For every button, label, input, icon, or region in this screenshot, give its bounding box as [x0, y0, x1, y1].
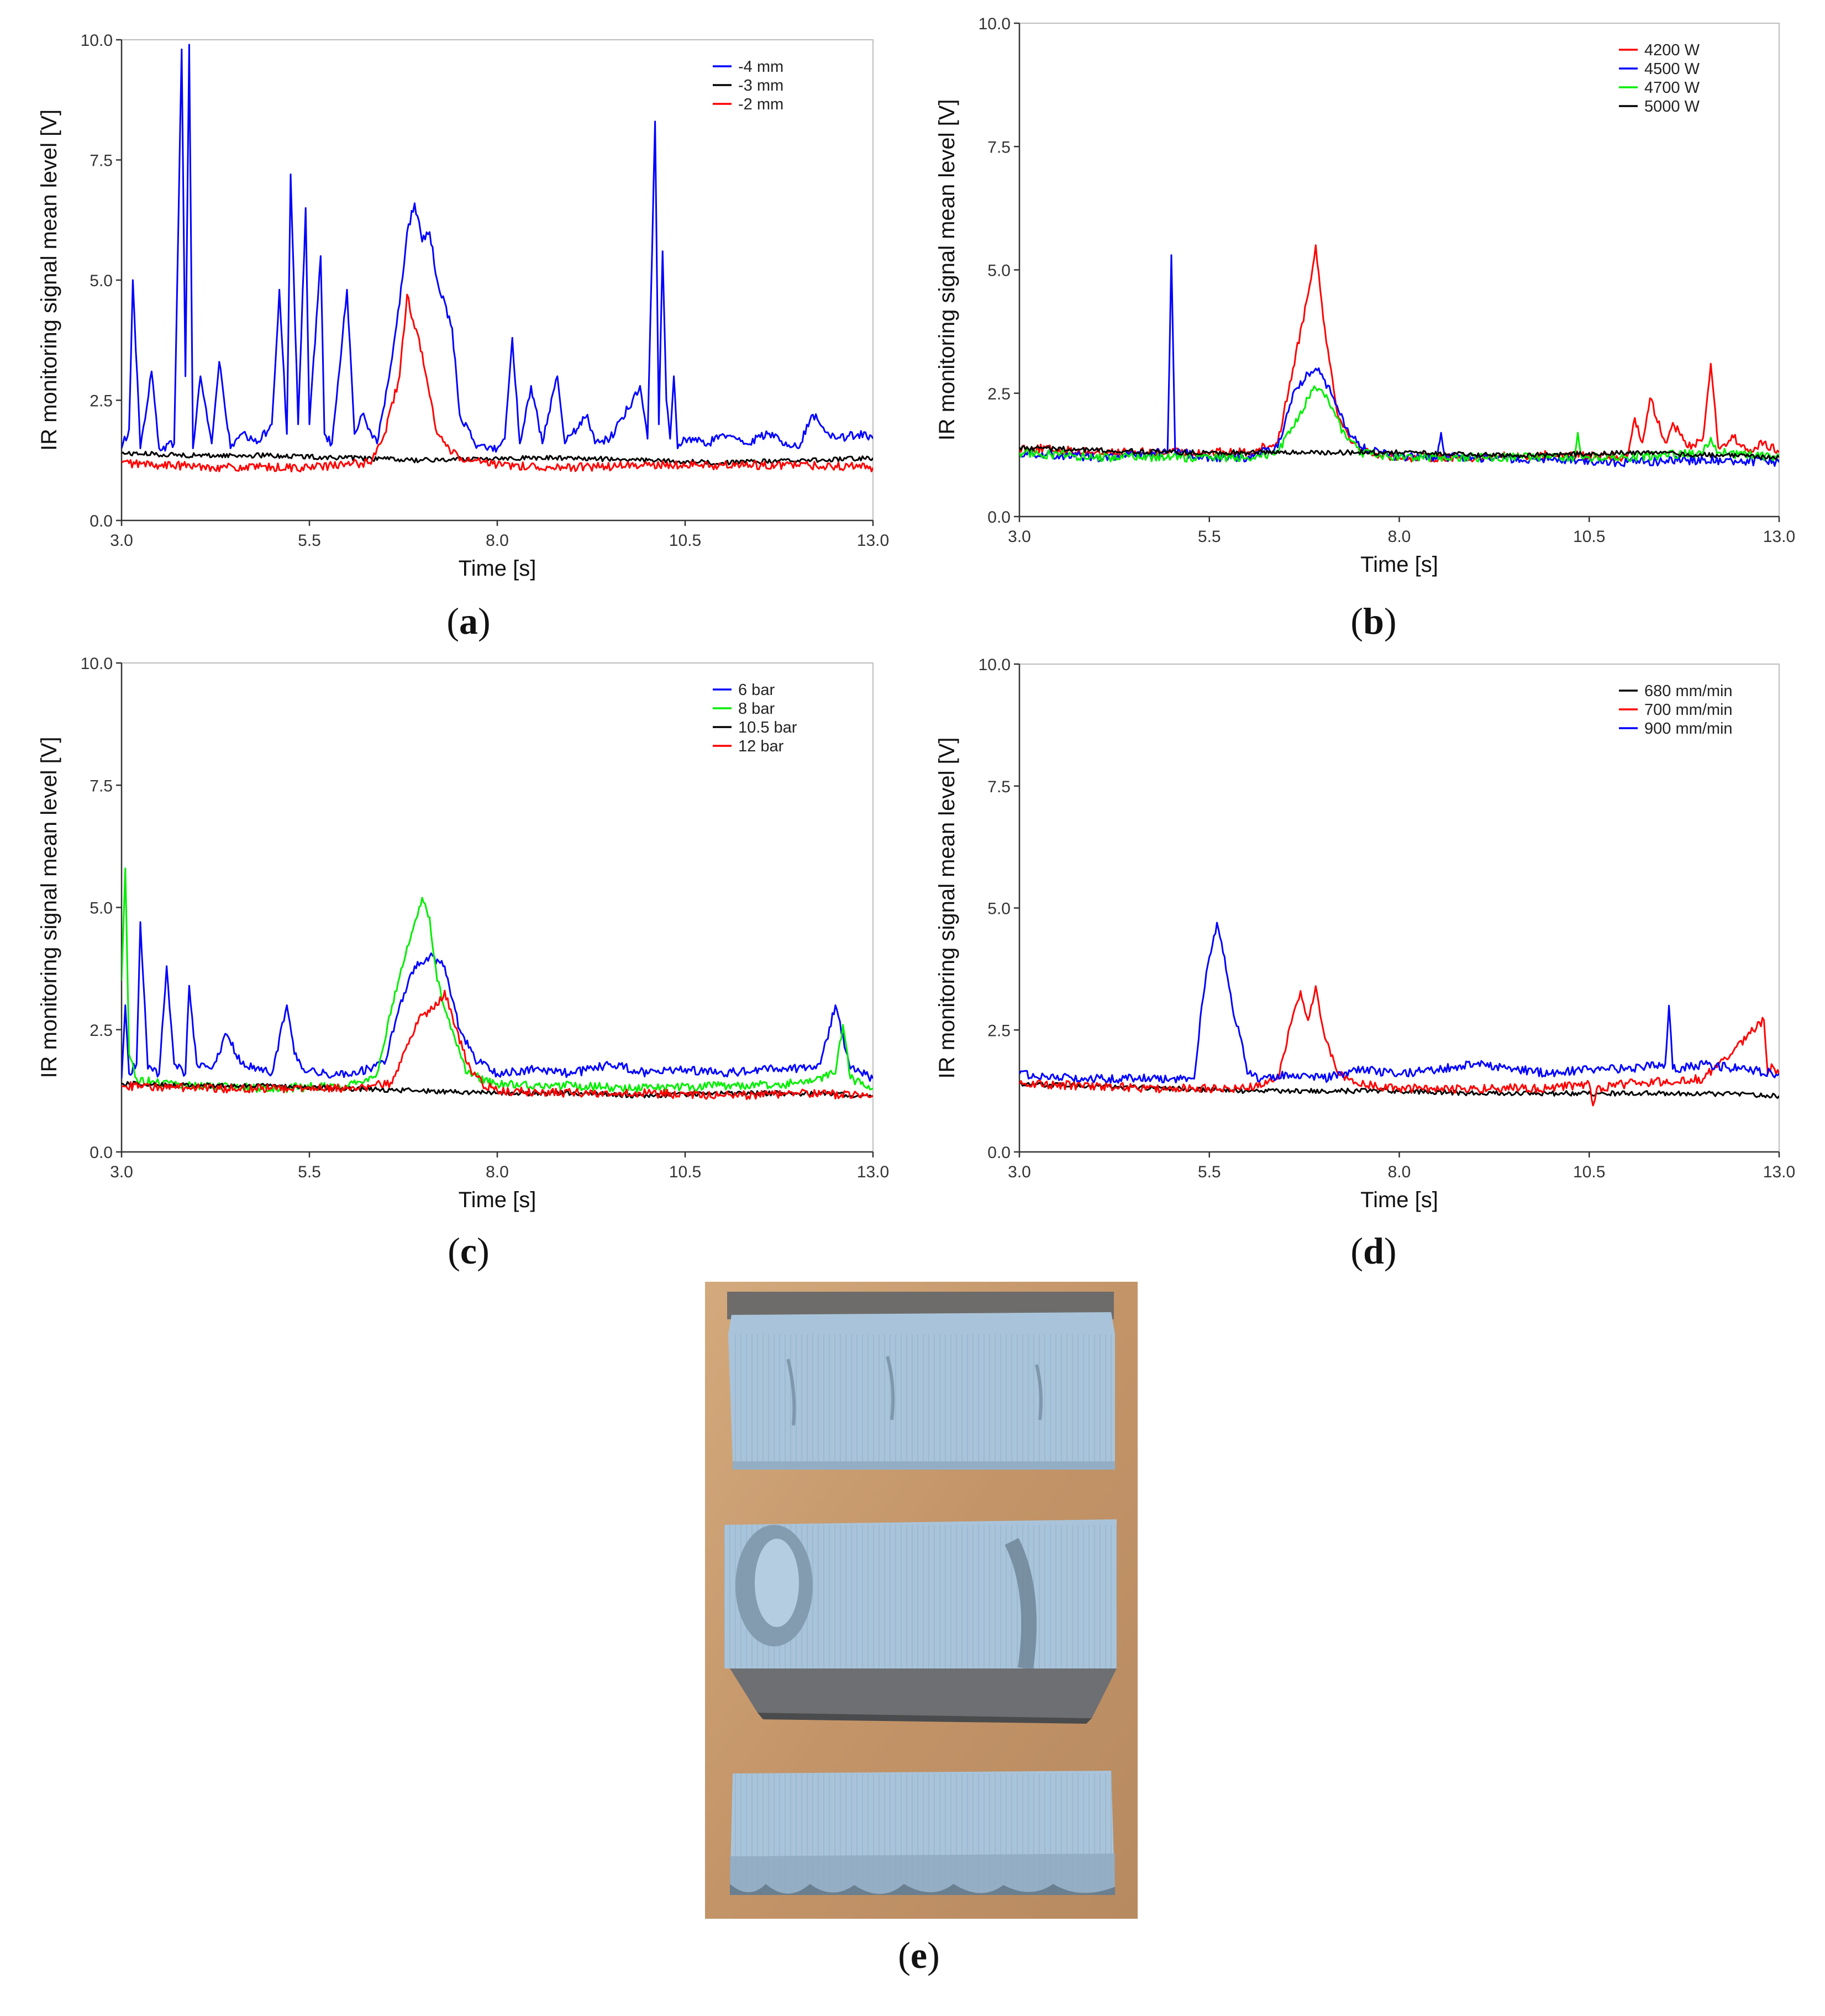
x-tick-label: 8.0 — [1388, 528, 1411, 546]
series-group-c — [122, 867, 873, 1101]
x-tick-label: 5.5 — [298, 1163, 321, 1181]
x-tick-label: 13.0 — [857, 531, 889, 550]
panel-label-e: (e) — [898, 1934, 940, 1976]
legend-entry: 4700 W — [1644, 79, 1700, 97]
legend-entry: 680 mm/min — [1644, 682, 1733, 700]
legend-entry: 5000 W — [1644, 98, 1700, 115]
panel-label-a: (a) — [446, 600, 491, 642]
x-tick-label: 13.0 — [1763, 528, 1795, 546]
chart-panel-c: 0.0 2.5 5.0 7.5 10.0 3.0 5.5 8.0 10.5 13.0 Time [s… — [37, 655, 889, 1212]
x-tick-label: 8.0 — [486, 531, 509, 550]
y-tick-label: 2.5 — [987, 1022, 1011, 1040]
series-line-6-bar — [122, 921, 873, 1082]
x-tick-label: 5.5 — [298, 531, 321, 550]
series-group-d — [1019, 922, 1779, 1107]
x-axis-label: Time [s] — [1360, 1188, 1438, 1212]
x-tick-label: 10.5 — [1573, 528, 1605, 546]
series-line-700-mm-min — [1019, 985, 1779, 1107]
sample-top — [727, 1292, 1115, 1470]
x-tick-label: 13.0 — [1763, 1163, 1795, 1181]
panel-label-b: (b) — [1350, 600, 1397, 642]
series-line--4-mm — [122, 44, 873, 453]
panel-letter-b: b — [1363, 600, 1384, 642]
y-tick-label: 0.0 — [987, 1144, 1011, 1162]
series-line-12-bar — [122, 989, 873, 1101]
y-tick-label: 7.5 — [90, 152, 113, 170]
series-group-b — [1019, 244, 1779, 467]
x-tick-label: 10.5 — [1573, 1163, 1605, 1181]
legend-entry: 10.5 bar — [738, 719, 797, 736]
series-group-a — [122, 44, 873, 473]
series-line-10-5-bar — [122, 1081, 873, 1099]
y-tick-label: 0.0 — [90, 1144, 113, 1162]
legend-entry: 700 mm/min — [1644, 701, 1733, 719]
x-axis-label: Time [s] — [459, 1188, 537, 1212]
panel-letter-e: e — [910, 1934, 928, 1976]
y-tick-label: 7.5 — [90, 777, 113, 795]
y-tick-label: 10.0 — [81, 655, 113, 673]
y-axis-label: IR monitoring signal mean level [V] — [37, 736, 61, 1078]
y-tick-label: 10.0 — [81, 31, 113, 50]
x-tick-label: 10.5 — [669, 1163, 701, 1181]
plot-area-a — [121, 39, 874, 521]
x-tick-label: 10.5 — [669, 531, 701, 550]
y-tick-label: 0.0 — [90, 512, 113, 530]
y-tick-label: 5.0 — [90, 899, 113, 918]
y-tick-label: 7.5 — [987, 778, 1011, 796]
plot-area-b — [1019, 23, 1780, 517]
legend-entry: 8 bar — [738, 700, 775, 718]
chart-panel-d: 0.0 2.5 5.0 7.5 10.0 3.0 5.5 8.0 10.5 13.0 Time [s… — [935, 656, 1795, 1212]
panel-letter-a: a — [459, 600, 478, 642]
plot-area-d — [1019, 664, 1780, 1152]
legend-entry: 900 mm/min — [1644, 720, 1733, 738]
y-tick-label: 10.0 — [979, 656, 1011, 674]
series-line--2-mm — [122, 293, 873, 473]
y-axis-label: IR monitoring signal mean level [V] — [935, 737, 959, 1078]
y-axis-label: IR monitoring signal mean level [V] — [37, 109, 61, 451]
y-tick-label: 10.0 — [979, 15, 1011, 33]
x-tick-label: 3.0 — [110, 531, 133, 550]
y-tick-label: 0.0 — [987, 508, 1011, 527]
x-tick-label: 3.0 — [110, 1163, 133, 1181]
y-axis-label: IR monitoring signal mean level [V] — [935, 99, 959, 440]
y-tick-label: 2.5 — [90, 1022, 113, 1040]
y-tick-label: 5.0 — [90, 272, 113, 290]
panel-letter-d: d — [1363, 1230, 1384, 1272]
sample-middle — [724, 1519, 1117, 1724]
legend-entry: -2 mm — [738, 96, 783, 113]
x-tick-label: 3.0 — [1008, 1163, 1031, 1181]
x-tick-label: 5.5 — [1198, 1163, 1221, 1181]
legend-entry: 6 bar — [738, 681, 775, 699]
panel-letter-c: c — [460, 1230, 477, 1272]
series-line-5000-w — [1019, 445, 1779, 460]
legend-entry: -4 mm — [738, 58, 783, 76]
y-tick-label: 5.0 — [987, 262, 1011, 280]
y-tick-label: 2.5 — [987, 385, 1011, 403]
sample-bottom — [730, 1771, 1115, 1895]
legend-entry: -3 mm — [738, 77, 783, 94]
legend-entry: 4500 W — [1644, 60, 1700, 78]
cut-samples-photo — [705, 1282, 1138, 1919]
legend-entry: 4200 W — [1644, 41, 1700, 59]
x-tick-label: 5.5 — [1198, 528, 1221, 546]
x-axis-label: Time [s] — [459, 556, 537, 581]
legend-entry: 12 bar — [738, 738, 784, 755]
panel-label-d: (d) — [1350, 1230, 1397, 1272]
y-tick-label: 5.0 — [987, 900, 1011, 918]
series-line-900-mm-min — [1019, 922, 1779, 1084]
panel-label-c: (c) — [448, 1230, 490, 1272]
y-tick-label: 7.5 — [987, 138, 1011, 156]
x-tick-label: 8.0 — [1388, 1163, 1411, 1181]
chart-panel-a: 0.0 2.5 5.0 7.5 10.0 3.0 5.5 8.0 10.5 13.0 Time [s… — [37, 31, 889, 581]
x-axis-label: Time [s] — [1360, 552, 1438, 577]
x-tick-label: 8.0 — [486, 1163, 509, 1181]
x-tick-label: 13.0 — [857, 1163, 889, 1181]
plot-area-c — [121, 662, 874, 1152]
x-tick-label: 3.0 — [1008, 528, 1031, 546]
y-tick-label: 2.5 — [90, 392, 113, 410]
chart-panel-b: 0.0 2.5 5.0 7.5 10.0 3.0 5.5 8.0 10.5 13.0 Time [s… — [935, 15, 1795, 577]
series-line--3-mm — [122, 450, 873, 466]
